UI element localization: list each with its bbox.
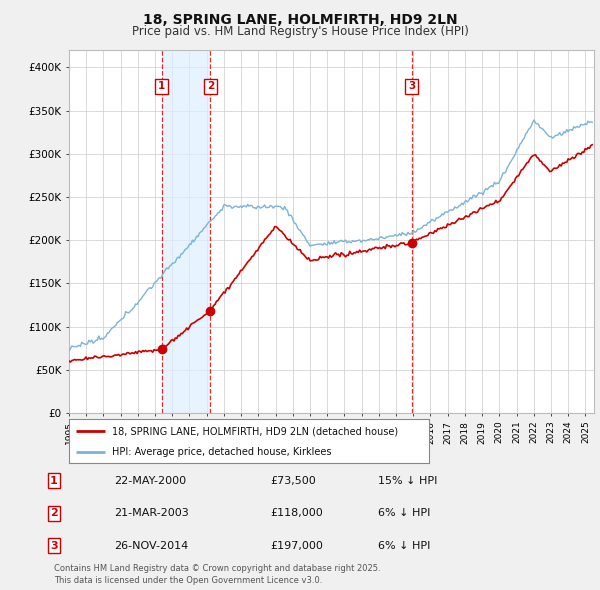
Text: 26-NOV-2014: 26-NOV-2014 [114, 541, 188, 550]
Text: 6% ↓ HPI: 6% ↓ HPI [378, 509, 430, 518]
Text: £197,000: £197,000 [270, 541, 323, 550]
Text: 15% ↓ HPI: 15% ↓ HPI [378, 476, 437, 486]
Text: HPI: Average price, detached house, Kirklees: HPI: Average price, detached house, Kirk… [112, 447, 332, 457]
Text: 1: 1 [158, 81, 165, 91]
Text: 3: 3 [408, 81, 415, 91]
Text: 18, SPRING LANE, HOLMFIRTH, HD9 2LN: 18, SPRING LANE, HOLMFIRTH, HD9 2LN [143, 13, 457, 27]
Text: 1: 1 [50, 476, 58, 486]
Bar [161, 50, 211, 413]
Text: 2: 2 [50, 509, 58, 518]
Text: 18, SPRING LANE, HOLMFIRTH, HD9 2LN (detached house): 18, SPRING LANE, HOLMFIRTH, HD9 2LN (det… [112, 427, 398, 436]
Text: Price paid vs. HM Land Registry's House Price Index (HPI): Price paid vs. HM Land Registry's House … [131, 25, 469, 38]
Text: £73,500: £73,500 [270, 476, 316, 486]
Text: 21-MAR-2003: 21-MAR-2003 [114, 509, 189, 518]
Text: 6% ↓ HPI: 6% ↓ HPI [378, 541, 430, 550]
Text: 22-MAY-2000: 22-MAY-2000 [114, 476, 186, 486]
Text: 2: 2 [207, 81, 214, 91]
Text: 3: 3 [50, 541, 58, 550]
Text: £118,000: £118,000 [270, 509, 323, 518]
Text: Contains HM Land Registry data © Crown copyright and database right 2025.
This d: Contains HM Land Registry data © Crown c… [54, 565, 380, 585]
